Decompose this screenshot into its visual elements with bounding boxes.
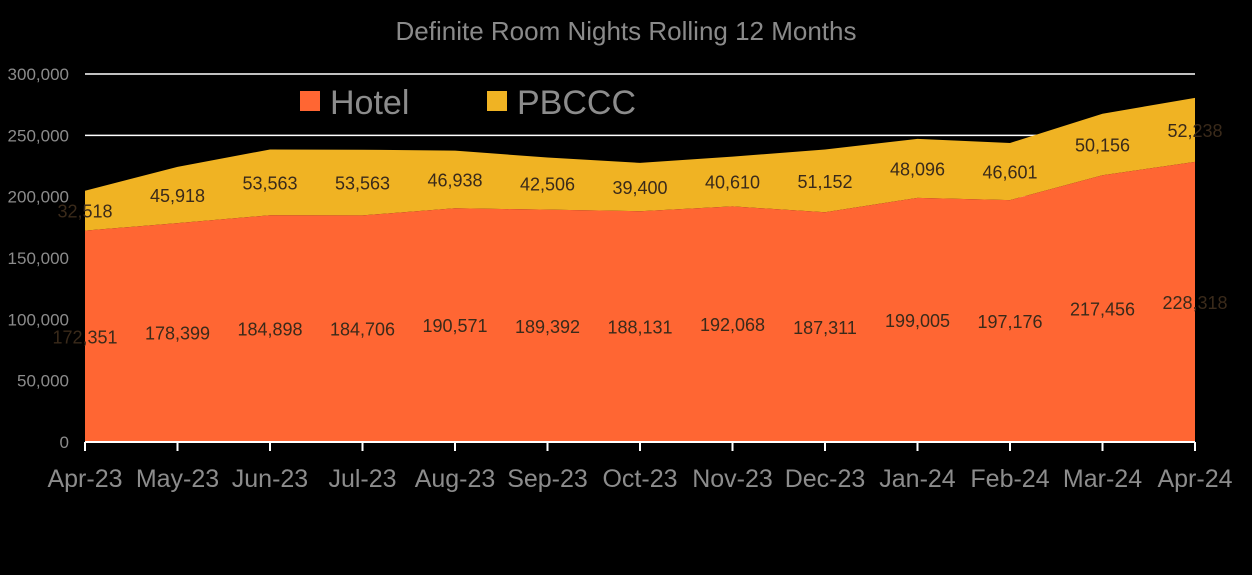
data-label-pbccc: 46,601 xyxy=(982,163,1037,183)
y-tick-label: 300,000 xyxy=(8,65,69,84)
data-label-hotel: 188,131 xyxy=(607,318,672,338)
x-axis: Apr-23 May-23 Jun-23 Jul-23 Aug-23 Sep-23 Oct-… xyxy=(47,441,1233,493)
data-label-hotel: 184,706 xyxy=(330,320,395,340)
y-tick-label: 150,000 xyxy=(8,249,69,268)
data-label-pbccc: 46,938 xyxy=(427,170,482,190)
data-label-hotel: 199,005 xyxy=(885,311,950,331)
x-tick-label: Feb-24 xyxy=(970,465,1049,493)
x-tick-label: Dec-23 xyxy=(785,465,866,493)
x-tick-label: May-23 xyxy=(136,465,219,493)
x-tick-label: Apr-24 xyxy=(1157,465,1232,493)
data-label-hotel: 192,068 xyxy=(700,315,765,335)
data-label-pbccc: 39,400 xyxy=(612,178,667,198)
data-label-pbccc: 52,238 xyxy=(1167,121,1222,141)
data-label-pbccc: 53,563 xyxy=(335,174,390,194)
area-hotel xyxy=(85,161,1195,442)
y-tick-label: 250,000 xyxy=(8,126,69,145)
areas xyxy=(85,97,1195,442)
data-labels: 172,351 178,399 184,898 184,706 190,571 189,3… xyxy=(52,121,1227,347)
area-pbccc xyxy=(85,97,1195,231)
y-tick-label: 200,000 xyxy=(8,188,69,207)
data-label-pbccc: 51,152 xyxy=(797,172,852,192)
x-tick-label: Jan-24 xyxy=(879,465,956,493)
data-label-hotel: 172,351 xyxy=(52,327,117,347)
legend-swatch-pbccc xyxy=(487,91,507,111)
data-label-hotel: 189,392 xyxy=(515,317,580,337)
x-tick-label: Aug-23 xyxy=(415,465,496,493)
x-tick-label: Jun-23 xyxy=(232,465,308,493)
x-tick-label: Sep-23 xyxy=(507,465,588,493)
data-label-pbccc: 53,563 xyxy=(242,173,297,193)
y-tick-label: 50,000 xyxy=(17,372,69,391)
x-tick-label: Apr-23 xyxy=(47,465,122,493)
y-axis: 0 50,000 100,000 150,000 200,000 250,000 300,0… xyxy=(8,65,69,452)
data-label-pbccc: 45,918 xyxy=(150,186,205,206)
data-label-hotel: 184,898 xyxy=(237,320,302,340)
data-label-pbccc: 50,156 xyxy=(1075,135,1130,155)
x-tick-label: Jul-23 xyxy=(328,465,396,493)
data-label-hotel: 217,456 xyxy=(1070,300,1135,320)
data-label-pbccc: 42,506 xyxy=(520,175,575,195)
data-label-hotel: 197,176 xyxy=(977,312,1042,332)
x-tick-label: Oct-23 xyxy=(602,465,677,493)
legend-label-hotel: Hotel xyxy=(330,84,409,122)
data-label-hotel: 187,311 xyxy=(793,318,857,338)
legend: Hotel PBCCC xyxy=(300,84,636,122)
legend-swatch-hotel xyxy=(300,91,320,111)
data-label-pbccc: 32,518 xyxy=(57,202,112,222)
data-label-hotel: 228,318 xyxy=(1162,293,1227,313)
y-tick-label: 0 xyxy=(60,433,69,452)
data-label-pbccc: 48,096 xyxy=(890,159,945,179)
x-tick-label: Mar-24 xyxy=(1063,465,1142,493)
legend-label-pbccc: PBCCC xyxy=(517,84,636,122)
x-tick-label: Nov-23 xyxy=(692,465,773,493)
data-label-pbccc: 40,610 xyxy=(705,172,760,192)
data-label-hotel: 178,399 xyxy=(145,324,210,344)
data-label-hotel: 190,571 xyxy=(422,316,487,336)
y-tick-label: 100,000 xyxy=(8,310,69,329)
chart-title: Definite Room Nights Rolling 12 Months xyxy=(396,16,857,46)
